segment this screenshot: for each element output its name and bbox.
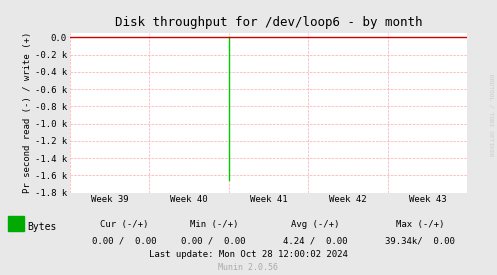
- Title: Disk throughput for /dev/loop6 - by month: Disk throughput for /dev/loop6 - by mont…: [115, 16, 422, 29]
- Text: Min (-/+): Min (-/+): [189, 220, 238, 229]
- Text: Munin 2.0.56: Munin 2.0.56: [219, 263, 278, 272]
- Text: Bytes: Bytes: [27, 222, 57, 232]
- Y-axis label: Pr second read (-) / write (+): Pr second read (-) / write (+): [23, 32, 32, 193]
- Text: 4.24 /  0.00: 4.24 / 0.00: [283, 236, 348, 245]
- Text: 0.00 /  0.00: 0.00 / 0.00: [181, 236, 246, 245]
- Text: 39.34k/  0.00: 39.34k/ 0.00: [385, 236, 455, 245]
- Text: Cur (-/+): Cur (-/+): [100, 220, 149, 229]
- Text: 0.00 /  0.00: 0.00 / 0.00: [92, 236, 157, 245]
- Text: RRDTOOL / TOBI OETIKER: RRDTOOL / TOBI OETIKER: [489, 74, 494, 157]
- Text: Avg (-/+): Avg (-/+): [291, 220, 340, 229]
- Text: Last update: Mon Oct 28 12:00:02 2024: Last update: Mon Oct 28 12:00:02 2024: [149, 250, 348, 259]
- Text: Max (-/+): Max (-/+): [396, 220, 444, 229]
